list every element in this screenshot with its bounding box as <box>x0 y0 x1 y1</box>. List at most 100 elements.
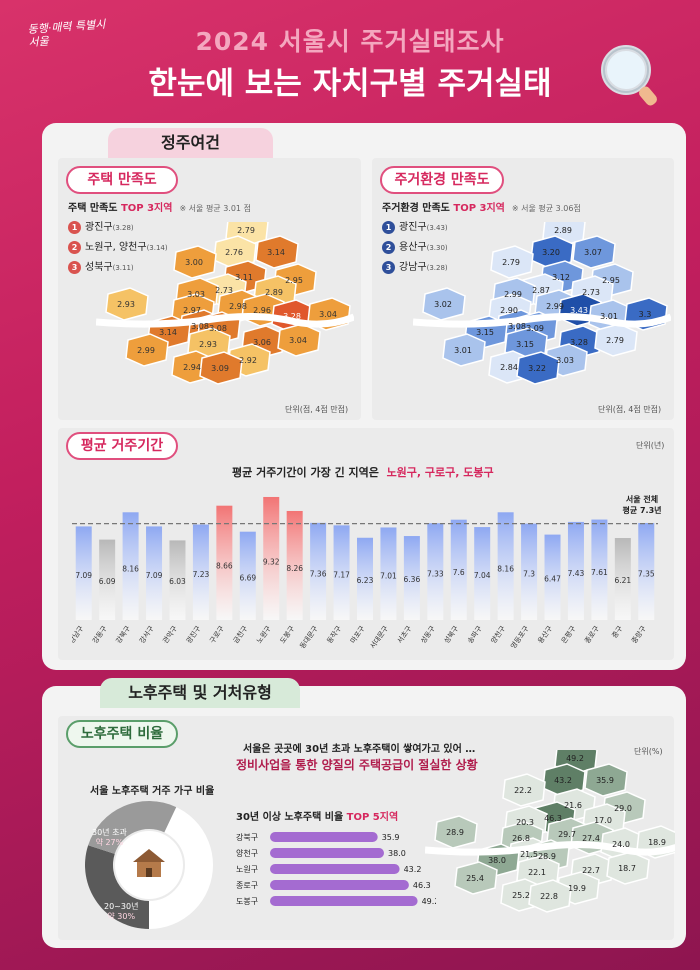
district-value: 3.09 <box>211 364 229 373</box>
env-satisfaction-map: 2.89 3.07 3.20 2.79 3.12 2.952.73 2.87 3.02 2.99… <box>413 222 671 385</box>
district-value: 2.76 <box>225 248 243 257</box>
bar <box>591 519 608 620</box>
bar-category-label: 마포구 <box>348 624 367 645</box>
district-value: 3.09 <box>526 324 544 333</box>
bar-category-label: 강동구 <box>90 624 109 645</box>
housing-satisfaction-map: 2.79 3.14 2.76 3.00 3.11 2.952.89 2.73 2.93 3.03… <box>96 222 354 385</box>
district-shape <box>572 235 616 269</box>
bar <box>286 510 303 620</box>
district-value: 3.08 <box>209 324 227 333</box>
top5-category-label: 도봉구 <box>236 897 258 906</box>
district-value: 22.2 <box>514 786 532 795</box>
district-shape <box>173 245 217 279</box>
bar-value-label: 7.17 <box>333 570 350 579</box>
housing-satisfaction-pill: 주택 만족도 <box>66 166 178 194</box>
district-shape <box>255 235 299 269</box>
district-value: 2.79 <box>606 336 624 345</box>
district-value: 2.99 <box>137 346 155 355</box>
bar-category-label: 광진구 <box>184 624 203 645</box>
old-housing-map: 49.2 35.9 43.2 22.2 21.6 29.017.0 46.3 28.9 20.3… <box>425 750 675 913</box>
top5-bar <box>270 880 409 890</box>
bar-value-label: 8.66 <box>216 562 233 571</box>
rank-item-2: 2 노원구, 양천구(3.14) <box>68 238 168 254</box>
residence-bar-chart: 7.09 강남구 6.09 강동구 8.16 강북구 7.09 강서구 6.03 관악구 7.23 광… <box>72 496 658 651</box>
bar-value-label: 7.3 <box>523 570 535 579</box>
bar <box>614 538 631 620</box>
district-value: 28.9 <box>446 828 464 837</box>
bar-category-label: 구로구 <box>208 624 226 645</box>
bar <box>427 523 444 620</box>
bar-value-label: 9.32 <box>263 558 280 567</box>
residence-unit-label: 단위(년) <box>636 441 665 450</box>
bar-category-label: 성동구 <box>418 624 437 645</box>
district-value: 2.95 <box>285 276 303 285</box>
donut-slice <box>85 845 149 929</box>
bar <box>263 496 280 620</box>
district-shape <box>502 773 546 807</box>
district-value: 3.08 <box>191 322 209 331</box>
bar-value-label: 6.69 <box>239 573 256 582</box>
bar-value-label: 7.33 <box>427 569 444 578</box>
section-tab-residence: 정주여건 <box>108 128 273 158</box>
top5-title: 30년 이상 노후주택 비율 TOP 5지역 <box>236 812 399 823</box>
district-shape <box>434 815 478 849</box>
district-value: 22.1 <box>528 868 546 877</box>
district-value: 3.06 <box>253 338 271 347</box>
top5-bar-chart: 강북구 35.9 양천구 38.0 노원구 43.2 종로구 46.3 도봉구 49.2 <box>236 832 436 906</box>
district-value: 3.15 <box>516 340 534 349</box>
donut-label-pct: 약 30% <box>107 912 136 921</box>
bar <box>239 531 256 620</box>
district-value: 3.07 <box>584 248 602 257</box>
district-value: 3.04 <box>319 310 337 319</box>
district-value: 2.93 <box>199 340 217 349</box>
top5-value-label: 35.9 <box>382 833 400 842</box>
bar <box>638 522 655 620</box>
bar <box>99 539 116 620</box>
district-value: 2.87 <box>532 286 550 295</box>
rank-value: (3.28) <box>426 264 448 272</box>
top5-category-label: 강북구 <box>236 832 258 842</box>
bar <box>310 522 327 620</box>
bar-category-label: 성북구 <box>442 624 461 645</box>
housing-unit-label: 단위(점, 4점 만점) <box>285 405 349 414</box>
district-value: 3.08 <box>508 322 526 331</box>
bar-category-label: 중랑구 <box>630 624 648 645</box>
district-value: 3.03 <box>556 356 574 365</box>
bar-category-label: 강북구 <box>114 624 133 645</box>
rank-value: (3.30) <box>426 244 448 252</box>
district-value: 2.96 <box>253 306 271 315</box>
rank-item-2: 2 용산구(3.30) <box>382 238 448 254</box>
donut-label-pct: 약 27% <box>95 838 124 847</box>
district-value: 3.14 <box>267 248 285 257</box>
page-title: 한눈에 보는 자치구별 주거실태 <box>148 66 552 102</box>
district-value: 2.73 <box>582 288 600 297</box>
bar-category-label: 종로구 <box>583 624 601 645</box>
district-value: 3.01 <box>600 312 618 321</box>
district-value: 2.90 <box>500 306 518 315</box>
district-value: 46.3 <box>544 814 562 823</box>
rank-item-3: 3 성북구(3.11) <box>68 258 134 274</box>
top5-value-label: 43.2 <box>404 865 422 874</box>
han-river <box>413 312 671 328</box>
district-value: 20.3 <box>516 818 534 827</box>
district-value: 35.9 <box>596 776 614 785</box>
district-value: 26.8 <box>512 834 530 843</box>
district-value: 22.7 <box>582 866 600 875</box>
bar-category-label: 서초구 <box>395 624 414 645</box>
rank-value: (3.43) <box>426 224 448 232</box>
district-value: 49.2 <box>566 754 584 763</box>
bar-value-label: 8.16 <box>122 565 139 574</box>
magnifier-icon <box>601 45 657 106</box>
bar-category-label: 용산구 <box>536 624 555 645</box>
district-shape <box>584 763 628 797</box>
bar-value-label: 7.09 <box>75 571 92 580</box>
bar <box>450 519 467 620</box>
bar <box>567 521 584 620</box>
page-subtitle: 2024 서울시 주거실태조사 <box>195 27 505 56</box>
bar-category-label: 서대문구 <box>368 624 390 651</box>
district-value: 3.03 <box>187 290 205 299</box>
env-sub-heading: 주거환경 만족도 TOP 3지역 ※ 서울 평균 3.06점 <box>382 203 581 214</box>
district-value: 2.89 <box>265 288 283 297</box>
district-shape <box>442 333 486 367</box>
